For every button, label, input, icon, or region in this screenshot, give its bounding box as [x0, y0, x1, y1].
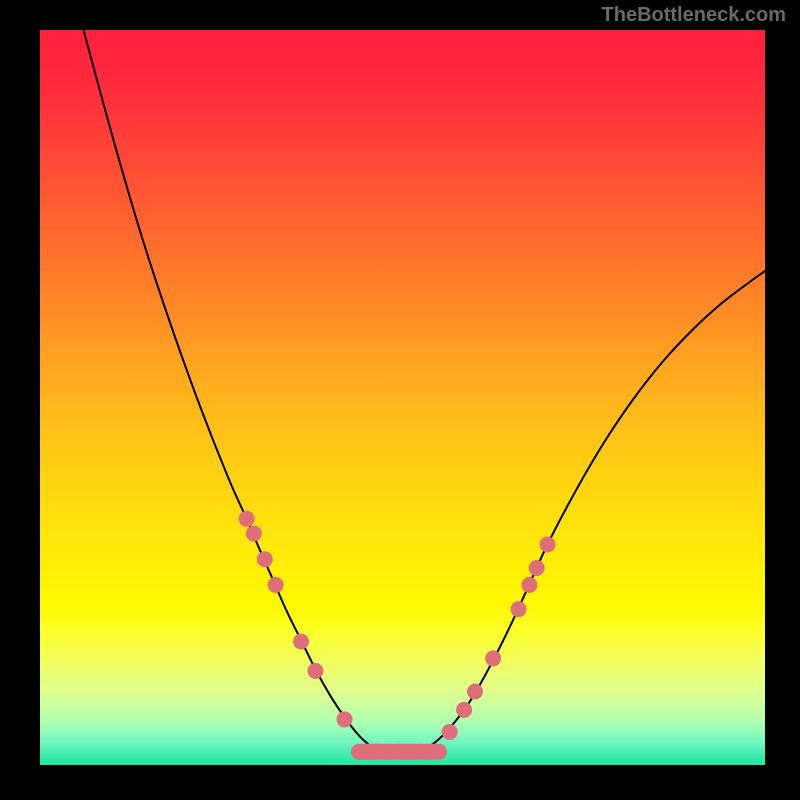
data-marker	[337, 711, 353, 727]
data-marker	[268, 577, 284, 593]
bottleneck-curve-chart	[40, 30, 765, 765]
chart-container: TheBottleneck.com	[0, 0, 800, 800]
data-marker	[308, 663, 324, 679]
data-marker	[391, 744, 407, 760]
data-marker	[246, 525, 262, 541]
data-marker	[485, 650, 501, 666]
plot-background	[40, 30, 765, 765]
data-marker	[521, 577, 537, 593]
data-marker	[456, 702, 472, 718]
data-marker	[257, 551, 273, 567]
data-marker	[511, 601, 527, 617]
data-marker	[431, 744, 447, 760]
data-marker	[413, 744, 429, 760]
data-marker	[351, 744, 367, 760]
watermark-text: TheBottleneck.com	[602, 4, 786, 27]
data-marker	[540, 537, 556, 553]
data-marker	[369, 744, 385, 760]
data-marker	[529, 560, 545, 576]
data-marker	[467, 684, 483, 700]
data-marker	[442, 724, 458, 740]
data-marker	[293, 634, 309, 650]
data-marker	[239, 511, 255, 527]
